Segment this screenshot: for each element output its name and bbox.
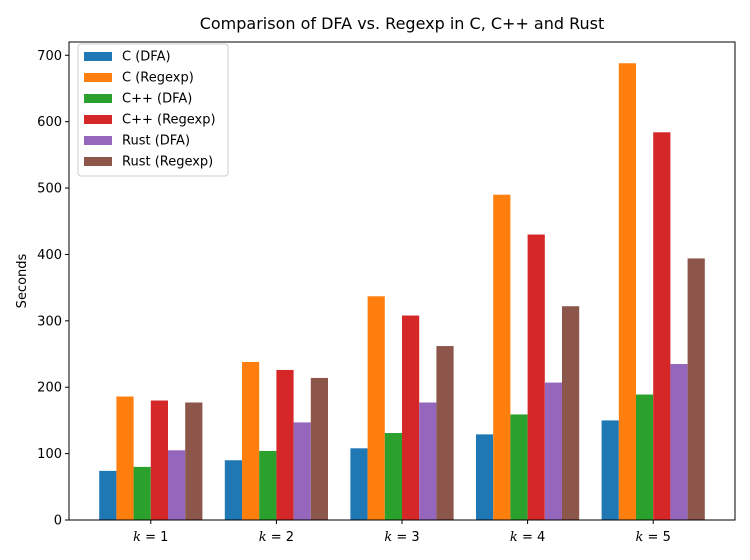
legend: C (DFA) C (Regexp) C++ (DFA) C++ (Regexp) Ru… <box>77 43 229 177</box>
y-axis-label: Seconds <box>15 253 30 308</box>
x-tick-label: k = 4 <box>510 530 545 545</box>
bar-c-regexp-1 <box>150 400 168 520</box>
legend-swatch <box>84 136 112 145</box>
bar-rust-regexp-5 <box>687 258 705 520</box>
y-tick-label: 200 <box>37 381 62 396</box>
bar-c-regexp-4 <box>527 234 545 520</box>
y-tick-label: 300 <box>37 314 62 329</box>
bar-c-dfa-2 <box>259 450 277 520</box>
bar-rust-dfa-3 <box>419 402 437 520</box>
bar-c-regexp-3 <box>367 296 385 520</box>
bar-c-regexp-3 <box>402 315 420 520</box>
x-tick-eq: = 2 <box>267 530 294 545</box>
bar-c-dfa-2 <box>224 460 242 520</box>
bar-rust-dfa-2 <box>293 422 311 520</box>
bar-rust-dfa-4 <box>544 382 562 520</box>
bar-c-regexp-2 <box>276 369 294 520</box>
bar-rust-regexp-1 <box>185 402 203 520</box>
bar-c-dfa-1 <box>133 466 151 520</box>
bar-rust-regexp-3 <box>436 346 454 520</box>
legend-swatch <box>84 157 112 166</box>
legend-label: C (Regexp) <box>122 71 194 86</box>
x-tick-var: k <box>259 530 267 545</box>
x-tick-eq: = 1 <box>141 530 168 545</box>
bar-c-dfa-3 <box>384 433 402 520</box>
legend-label: Rust (Regexp) <box>122 155 213 170</box>
bar-rust-regexp-2 <box>310 377 328 520</box>
bar-c-dfa-4 <box>510 414 528 520</box>
y-tick-label: 700 <box>37 49 62 64</box>
x-tick-eq: = 5 <box>643 530 670 545</box>
chart-title: Comparison of DFA vs. Regexp in C, C++ a… <box>200 14 605 33</box>
x-tick-label: k = 2 <box>259 530 294 545</box>
bar-c-regexp-1 <box>116 396 134 520</box>
bar-c-dfa-3 <box>350 448 368 520</box>
y-tick-label: 600 <box>37 115 62 130</box>
plot-frame <box>68 41 736 521</box>
bar-rust-regexp-4 <box>562 306 580 520</box>
x-tick-var: k <box>133 530 141 545</box>
bar-c-regexp-4 <box>493 194 511 520</box>
bar-c-regexp-2 <box>242 361 260 520</box>
x-tick-label: k = 3 <box>384 530 419 545</box>
y-tick-label: 400 <box>37 248 62 263</box>
bar-c-regexp-5 <box>618 63 636 521</box>
y-tick-label: 500 <box>37 182 62 197</box>
x-tick-eq: = 4 <box>518 530 545 545</box>
legend-label: C++ (Regexp) <box>122 113 216 128</box>
x-tick-var: k <box>510 530 518 545</box>
bar-c-dfa-5 <box>601 420 619 520</box>
bar-c-regexp-5 <box>653 132 671 521</box>
x-tick-label: k = 1 <box>133 530 168 545</box>
bar-rust-dfa-5 <box>670 363 688 520</box>
x-tick-var: k <box>636 530 644 545</box>
legend-label: C (DFA) <box>122 50 171 65</box>
legend-label: C++ (DFA) <box>122 92 192 107</box>
bars-group <box>99 63 705 521</box>
legend-swatch <box>84 52 112 61</box>
legend-swatch <box>84 73 112 82</box>
legend-swatch <box>84 94 112 103</box>
x-tick-eq: = 3 <box>392 530 419 545</box>
x-tick-label: k = 5 <box>636 530 671 545</box>
bar-c-dfa-1 <box>99 470 117 520</box>
y-tick-label: 100 <box>37 447 62 462</box>
bar-rust-dfa-1 <box>168 450 186 520</box>
legend-swatch <box>84 115 112 124</box>
bar-c-dfa-4 <box>476 434 494 520</box>
y-tick-label: 0 <box>54 514 62 529</box>
x-tick-var: k <box>384 530 392 545</box>
legend-box <box>77 43 229 177</box>
legend-label: Rust (DFA) <box>122 134 190 149</box>
bar-c-dfa-5 <box>636 394 654 520</box>
y-axis: 0 100 200 300 400 500 600 700 <box>37 49 69 529</box>
